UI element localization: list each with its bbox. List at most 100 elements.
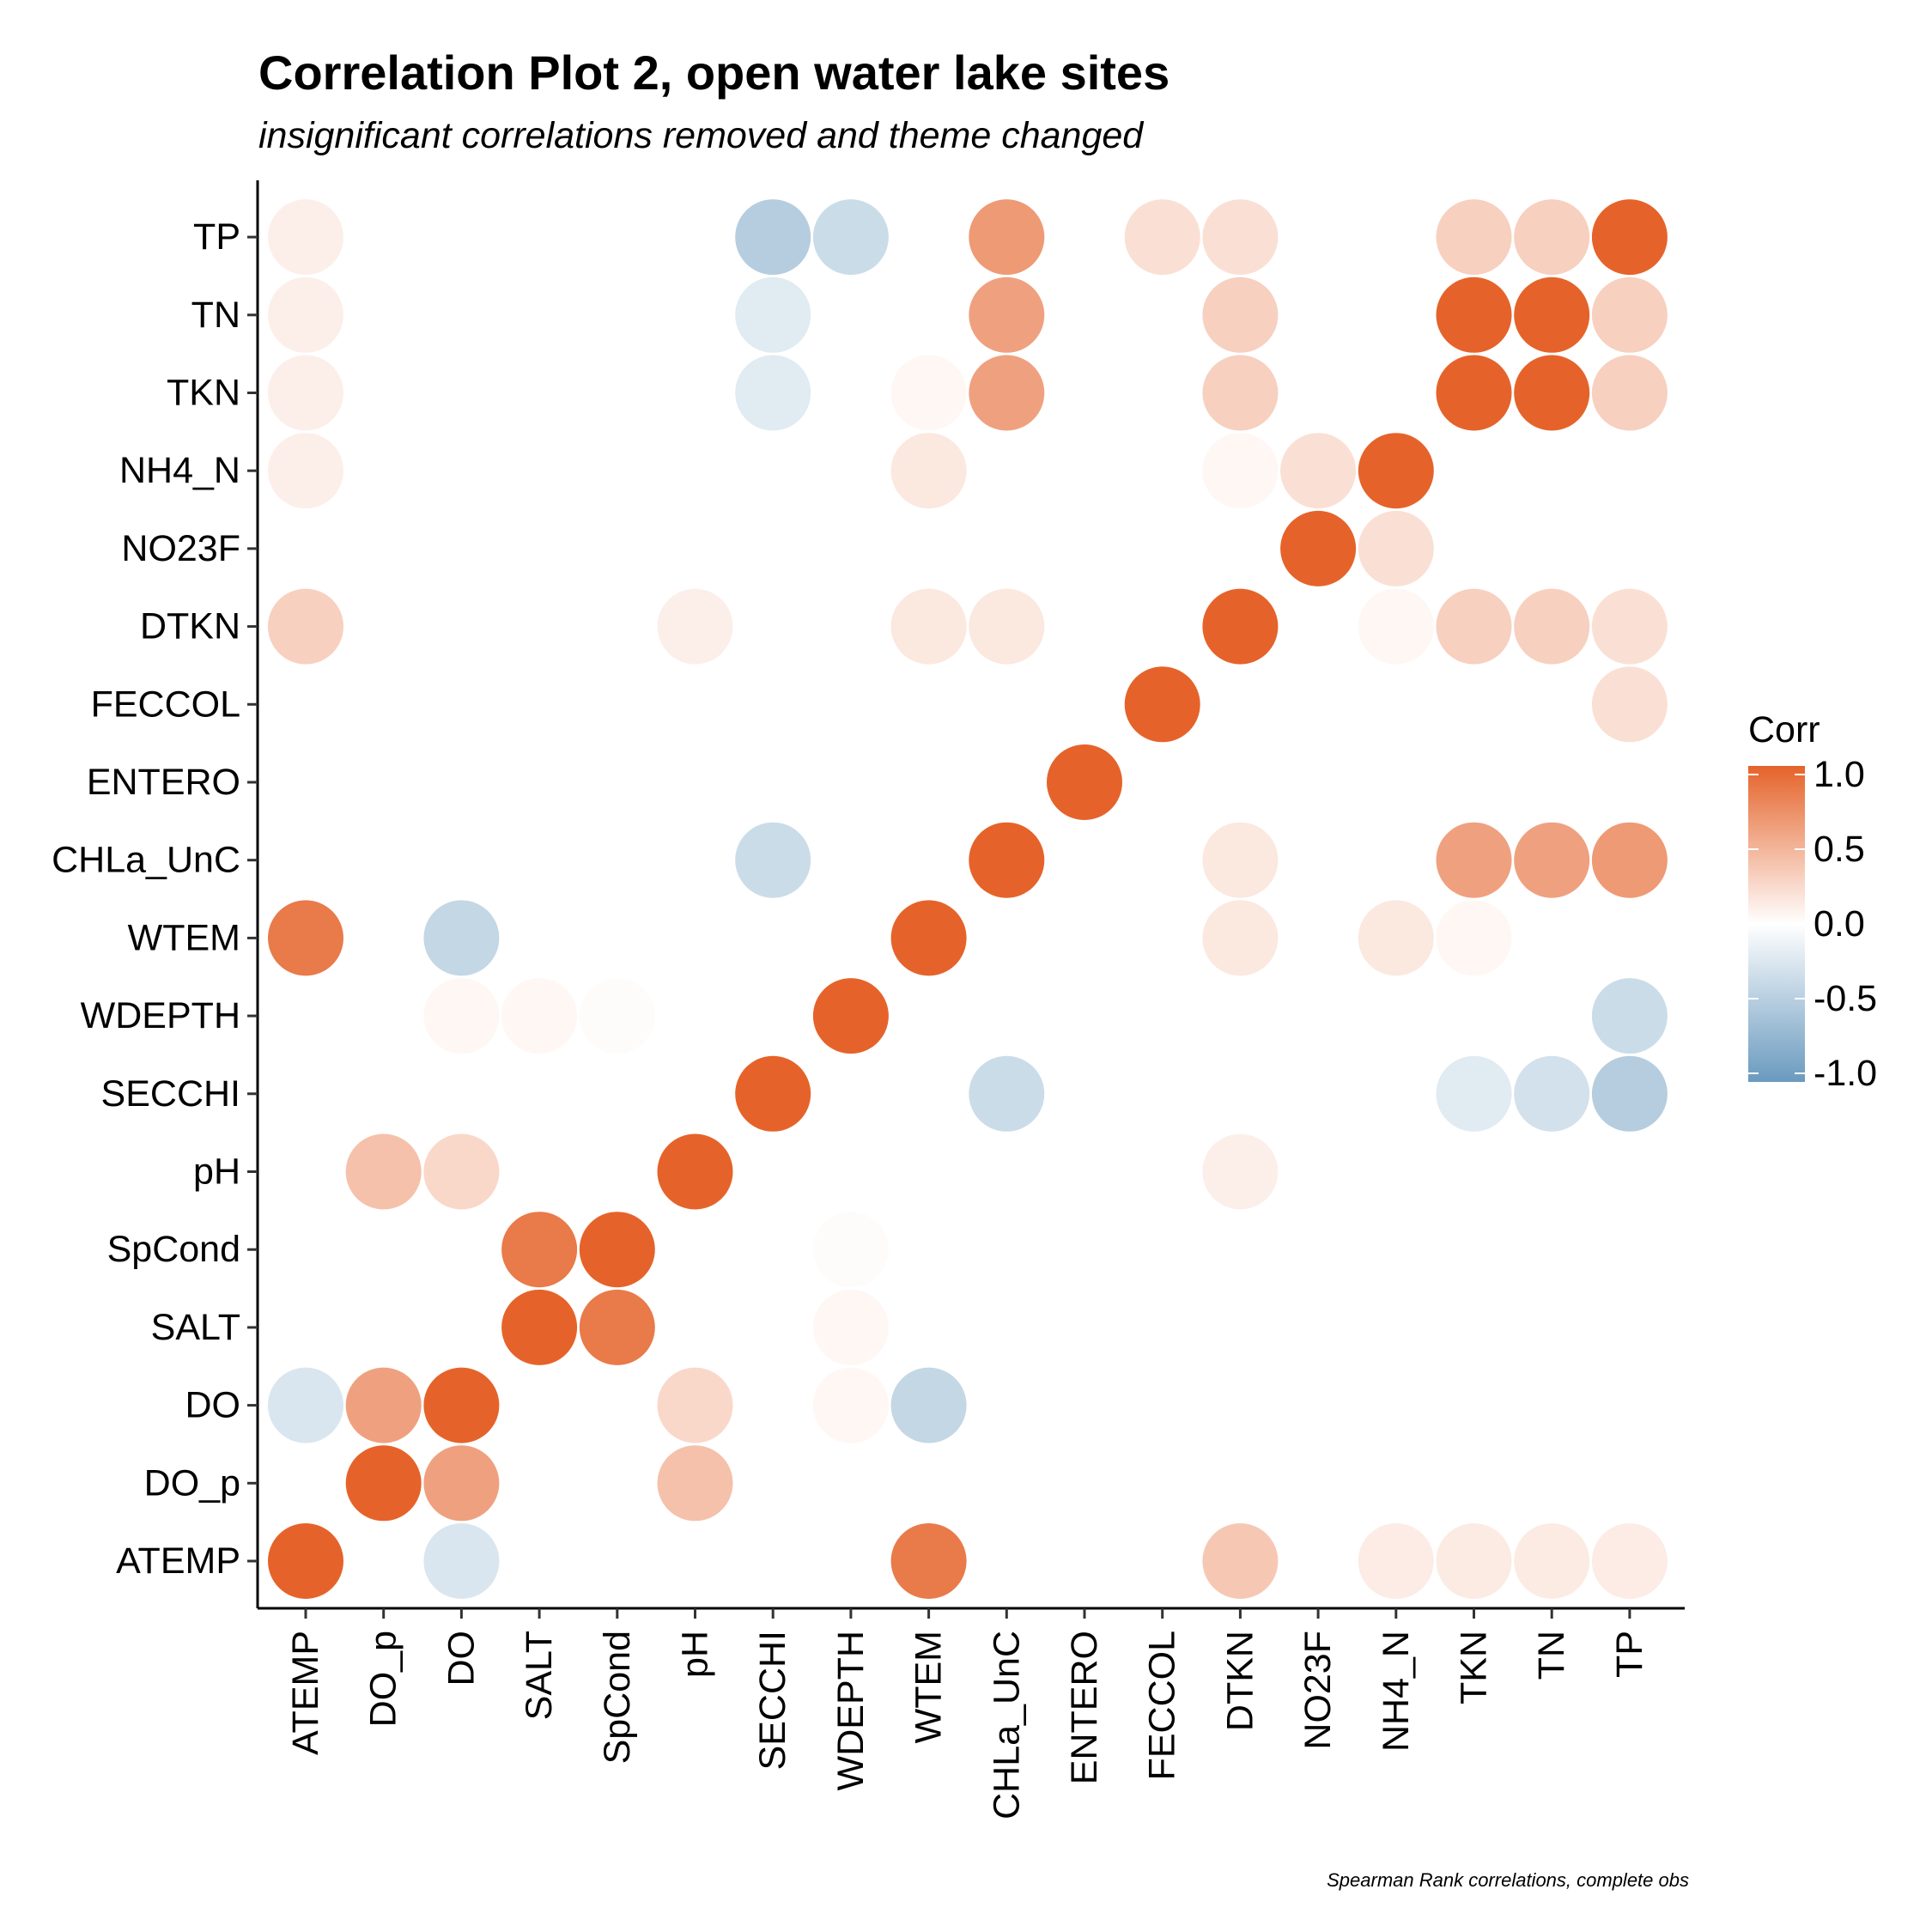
x-tick-label: ENTERO (1064, 1631, 1105, 1784)
corr-point-FECCOL-FECCOL (1124, 666, 1200, 743)
corr-point-WTEM-DO (890, 1367, 967, 1443)
corr-point-ENTERO-ENTERO (1047, 744, 1122, 820)
x-tick-label: TP (1609, 1631, 1650, 1678)
corr-point-NO23F-NH4_N (1280, 433, 1357, 509)
y-tick-label: pH (193, 1151, 240, 1193)
corr-point-ATEMP-WTEM (268, 900, 343, 976)
points-layer (268, 199, 1668, 1599)
corr-point-DTKN-ATEMP (1202, 1523, 1279, 1599)
corr-point-TP-TN (1591, 276, 1668, 353)
legend-title: Corr (1748, 709, 1820, 750)
y-tick-label: ENTERO (87, 762, 240, 803)
corr-point-TKN-CHLa_UnC (1436, 822, 1512, 898)
corr-point-CHLa_UnC-TKN (969, 355, 1045, 431)
corr-point-TN-ATEMP (1514, 1523, 1590, 1599)
chart-subtitle: insignificant correlations removed and t… (258, 115, 1144, 156)
corr-point-TKN-TKN (1436, 355, 1512, 431)
corr-point-pH-DO (657, 1367, 733, 1443)
corr-point-TP-WDEPTH (1591, 978, 1668, 1054)
y-tick-label: NH4_N (119, 450, 240, 491)
corr-point-WTEM-ATEMP (890, 1523, 967, 1599)
corr-point-NH4_N-DTKN (1358, 588, 1434, 665)
corr-point-TP-ATEMP (1591, 1523, 1668, 1599)
corr-point-TKN-SECCHI (1436, 1055, 1512, 1132)
x-tick-label: pH (675, 1631, 716, 1678)
x-tick-label: ATEMP (285, 1631, 326, 1755)
corr-point-WDEPTH-TP (812, 199, 889, 276)
y-tick-label: CHLa_UnC (52, 840, 240, 881)
y-tick-label: ATEMP (116, 1540, 240, 1582)
x-tick-label: DO (440, 1631, 482, 1686)
corr-point-DO_p-DO_p (345, 1445, 422, 1522)
y-tick-label: DO (185, 1385, 241, 1426)
y-tick-label: SECCHI (101, 1073, 240, 1115)
corr-point-DO_p-pH (345, 1133, 422, 1210)
y-tick-label: TN (191, 295, 240, 336)
corr-point-SALT-SpCond (501, 1212, 578, 1288)
y-tick-label: NO23F (121, 528, 240, 569)
corr-point-DO_p-DO (345, 1367, 422, 1443)
corr-point-SECCHI-CHLa_UnC (735, 822, 811, 898)
corr-point-TN-TN (1514, 276, 1590, 353)
corr-point-DTKN-TKN (1202, 355, 1279, 431)
legend-tick-label: 1.0 (1814, 754, 1865, 795)
x-tick-label: TN (1531, 1631, 1572, 1680)
legend: 1.0 0.5 0.0 -0.5 -1.0 (1748, 754, 1877, 1094)
corr-point-DTKN-NH4_N (1202, 433, 1279, 509)
corr-point-CHLa_UnC-CHLa_UnC (969, 822, 1045, 898)
chart-caption: Spearman Rank correlations, complete obs (1327, 1869, 1689, 1891)
corr-point-WTEM-TKN (890, 355, 967, 431)
corr-point-DO-WTEM (423, 900, 500, 976)
corr-point-WDEPTH-SpCond (812, 1212, 889, 1288)
corr-point-TKN-ATEMP (1436, 1523, 1512, 1599)
corr-point-ATEMP-TN (268, 276, 343, 353)
y-tick-label: FECCOL (91, 683, 240, 725)
x-tick-label: CHLa_UnC (986, 1631, 1027, 1820)
legend-tick-label: 0.0 (1814, 903, 1865, 945)
corr-point-SECCHI-TP (735, 199, 811, 276)
corr-point-ATEMP-TP (268, 199, 343, 276)
corr-point-pH-DO_p (657, 1445, 733, 1522)
legend-tick-label: 0.5 (1814, 829, 1865, 870)
corr-point-TN-DTKN (1514, 588, 1590, 665)
corr-point-TKN-WTEM (1436, 900, 1512, 976)
corr-point-WTEM-NH4_N (890, 433, 967, 509)
corr-point-DTKN-WTEM (1202, 900, 1279, 976)
y-tick-label: TP (193, 216, 240, 258)
corr-point-WDEPTH-DO (812, 1367, 889, 1443)
corr-point-SALT-WDEPTH (501, 978, 578, 1054)
corr-point-SpCond-SpCond (579, 1212, 655, 1288)
y-tick-label: SALT (151, 1307, 240, 1348)
corr-point-DO-pH (423, 1133, 500, 1210)
corr-point-CHLa_UnC-TN (969, 276, 1045, 353)
corr-point-WTEM-DTKN (890, 588, 967, 665)
corr-point-ATEMP-NH4_N (268, 433, 343, 509)
chart-title: Correlation Plot 2, open water lake site… (258, 46, 1170, 100)
corr-point-SALT-SALT (501, 1289, 578, 1365)
x-tick-label: WTEM (908, 1631, 950, 1743)
corr-point-NH4_N-ATEMP (1358, 1523, 1434, 1599)
corr-point-DO-ATEMP (423, 1523, 500, 1599)
x-tick-label: SECCHI (752, 1631, 793, 1770)
corr-point-SECCHI-SECCHI (735, 1055, 811, 1132)
corr-point-pH-DTKN (657, 588, 733, 665)
corr-point-WDEPTH-WDEPTH (812, 978, 889, 1054)
y-tick-label: TKN (167, 373, 240, 414)
corr-point-NO23F-NO23F (1280, 510, 1357, 586)
corr-point-DO-DO (423, 1367, 500, 1443)
y-tick-label: DTKN (140, 606, 240, 647)
corr-point-ATEMP-ATEMP (268, 1523, 343, 1599)
corr-point-SECCHI-TKN (735, 355, 811, 431)
corr-point-FECCOL-TP (1124, 199, 1200, 276)
corr-point-DTKN-TN (1202, 276, 1279, 353)
corr-point-WTEM-WTEM (890, 900, 967, 976)
corr-point-TP-TP (1591, 199, 1668, 276)
legend-tick-label: -0.5 (1814, 978, 1877, 1019)
corr-point-DTKN-DTKN (1202, 588, 1279, 665)
corr-point-TN-SECCHI (1514, 1055, 1590, 1132)
axes: ATEMP ATEMP DO_p DO_p DO DO SALT SALT SpCond SpCo… (52, 180, 1685, 1820)
corr-point-ATEMP-DO (268, 1367, 343, 1443)
x-tick-label: TKN (1454, 1631, 1495, 1704)
corr-point-TKN-TP (1436, 199, 1512, 276)
